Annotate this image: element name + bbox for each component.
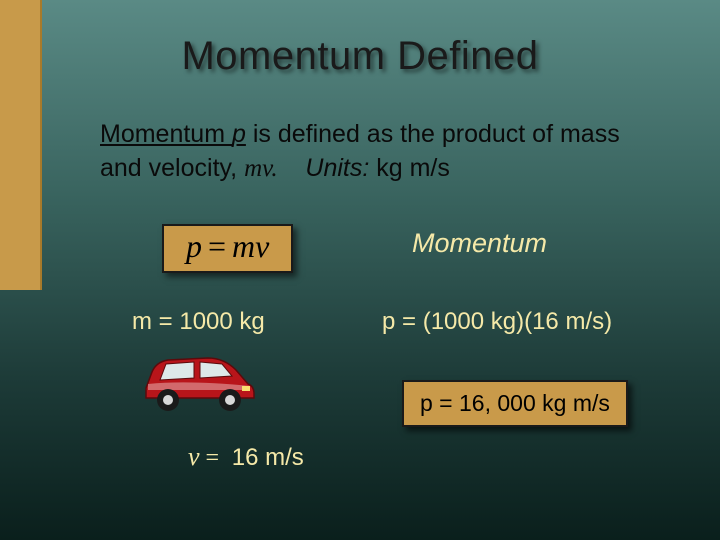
def-units-value: kg m/s <box>369 154 450 182</box>
def-momentum-word: Momentum <box>100 120 232 148</box>
result-box: p = 16, 000 kg m/s <box>402 380 628 427</box>
car-icon <box>138 344 258 414</box>
formula-rhs: mv <box>232 228 269 264</box>
formula-box: p=mv <box>162 224 293 273</box>
velocity-value: 16 m/s <box>225 444 304 471</box>
velocity-label: v= 16 m/s <box>188 442 304 472</box>
slide: Momentum Defined Momentum p is defined a… <box>0 0 720 540</box>
formula-lhs: p <box>186 228 202 264</box>
def-units-label: Units: <box>305 154 369 182</box>
velocity-eq: = <box>200 445 226 471</box>
momentum-italic-label: Momentum <box>412 228 547 259</box>
velocity-v-symbol: v <box>188 442 200 471</box>
definition-text: Momentum p is defined as the product of … <box>100 118 660 186</box>
slide-title: Momentum Defined <box>0 34 720 79</box>
formula-eq: = <box>202 228 232 264</box>
def-mv-symbol: mv. <box>244 155 278 182</box>
def-p-symbol: p <box>232 120 246 148</box>
result-text: p = 16, 000 kg m/s <box>420 390 610 416</box>
momentum-calculation: p = (1000 kg)(16 m/s) <box>382 308 612 336</box>
mass-label: m = 1000 kg <box>132 308 265 336</box>
